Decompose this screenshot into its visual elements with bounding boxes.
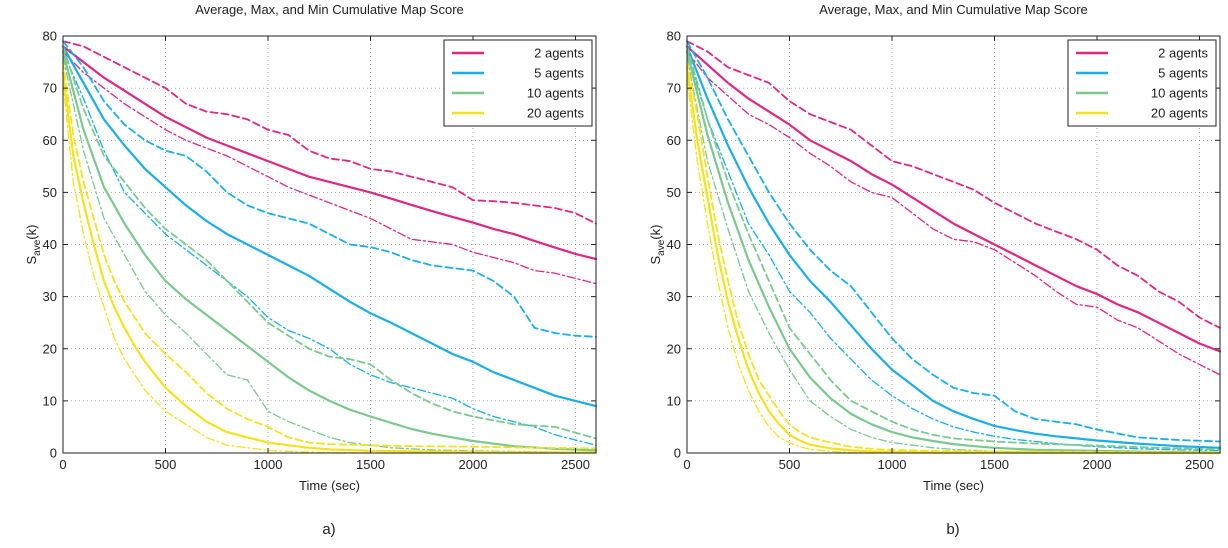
series-line-5-agents-min	[62, 50, 597, 446]
series-line-5-agents-max	[686, 40, 1221, 443]
series-line-2-agents-ave	[61, 45, 598, 261]
y-tick-label: 80	[667, 29, 681, 44]
x-tick-label: 1500	[356, 457, 385, 472]
x-axis-label: Time (sec)	[923, 478, 984, 493]
y-tick-label: 70	[667, 81, 681, 96]
x-tick-label: 1000	[878, 457, 907, 472]
x-tick-label: 0	[683, 457, 690, 472]
legend-label: 5 agents	[534, 66, 584, 81]
y-tick-label: 20	[43, 341, 57, 356]
legend-label: 2 agents	[534, 46, 584, 61]
series-line-10-agents-ave	[61, 50, 598, 452]
legend-label: 20 agents	[1151, 106, 1209, 121]
series-line-10-agents-max	[686, 45, 1221, 451]
y-tick-label: 40	[43, 237, 57, 252]
legend: 2 agents 5 agents 10 agents 20 agents	[1067, 39, 1217, 127]
series-line-10-agents-ave	[685, 50, 1222, 454]
series-line-20-agents-max	[62, 61, 597, 450]
y-tick-label: 50	[43, 185, 57, 200]
x-tick-label: 500	[779, 457, 801, 472]
y-axis-label-sub: ave	[32, 239, 43, 256]
y-axis-label-sub: ave	[656, 239, 667, 256]
y-tick-label: 0	[674, 446, 681, 461]
y-tick-label: 60	[667, 133, 681, 148]
x-tick-label: 0	[59, 457, 66, 472]
legend-label: 10 agents	[527, 86, 585, 101]
y-tick-label: 40	[667, 237, 681, 252]
y-axis-label-main: S	[648, 255, 663, 264]
series-line-5-agents-ave	[685, 45, 1222, 449]
y-axis-label-tail: (k)	[24, 225, 39, 240]
y-axis-label: Save(k)	[648, 225, 667, 265]
series-line-2-agents-min	[62, 50, 597, 285]
x-axis-label: Time (sec)	[299, 478, 360, 493]
legend-label: 10 agents	[1151, 86, 1209, 101]
panel-caption: a)	[322, 521, 335, 538]
series-line-20-agents-ave	[685, 66, 1222, 455]
series-line-5-agents-max	[62, 40, 597, 338]
legend-label: 2 agents	[1158, 46, 1208, 61]
x-tick-label: 1000	[254, 457, 283, 472]
chart-panel-b: 0 500 1000 1500 2000 2500 0 10 20 30 40 50 60 70 80 Ave…	[648, 2, 1222, 538]
series-line-20-agents-max	[686, 61, 1221, 454]
series-line-5-agents-ave	[61, 45, 598, 408]
y-axis-label: Save(k)	[24, 225, 43, 265]
y-tick-label: 60	[43, 133, 57, 148]
series-line-10-agents-min	[62, 56, 597, 454]
y-tick-label: 70	[43, 81, 57, 96]
y-tick-label: 80	[43, 29, 57, 44]
series-line-2-agents-max	[62, 40, 597, 225]
x-tick-label: 500	[155, 457, 177, 472]
x-tick-label: 2000	[459, 457, 488, 472]
y-axis-label-tail: (k)	[648, 225, 663, 240]
series-line-10-agents-max	[62, 45, 597, 440]
x-tick-label: 2000	[1083, 457, 1112, 472]
y-tick-label: 20	[667, 341, 681, 356]
y-tick-label: 10	[43, 393, 57, 408]
x-tick-label: 2500	[1185, 457, 1214, 472]
x-tick-label: 2500	[561, 457, 590, 472]
series-line-20-agents-ave	[61, 71, 598, 454]
series-line-2-agents-max	[686, 40, 1221, 329]
y-tick-label: 10	[667, 393, 681, 408]
y-tick-label: 30	[43, 289, 57, 304]
legend: 2 agents 5 agents 10 agents 20 agents	[443, 39, 593, 127]
y-tick-label: 50	[667, 185, 681, 200]
legend-label: 20 agents	[527, 106, 585, 121]
panel-caption: b)	[946, 521, 959, 538]
legend-label: 5 agents	[1158, 66, 1208, 81]
legend-box	[1067, 39, 1217, 127]
y-tick-label: 30	[667, 289, 681, 304]
chart-title: Average, Max, and Min Cumulative Map Sco…	[195, 2, 464, 17]
legend-box	[443, 39, 593, 127]
y-axis-label-main: S	[24, 255, 39, 264]
series-line-2-agents-ave	[685, 45, 1222, 353]
chart-panel-a: 0 500 1000 1500 2000 2500 0 10 20 30 40 50 60 70 80 Ave…	[24, 2, 598, 538]
series-line-2-agents-min	[686, 50, 1221, 376]
chart-title: Average, Max, and Min Cumulative Map Sco…	[819, 2, 1088, 17]
x-tick-label: 1500	[980, 457, 1009, 472]
series-line-5-agents-min	[686, 50, 1221, 452]
y-tick-label: 0	[50, 446, 57, 461]
